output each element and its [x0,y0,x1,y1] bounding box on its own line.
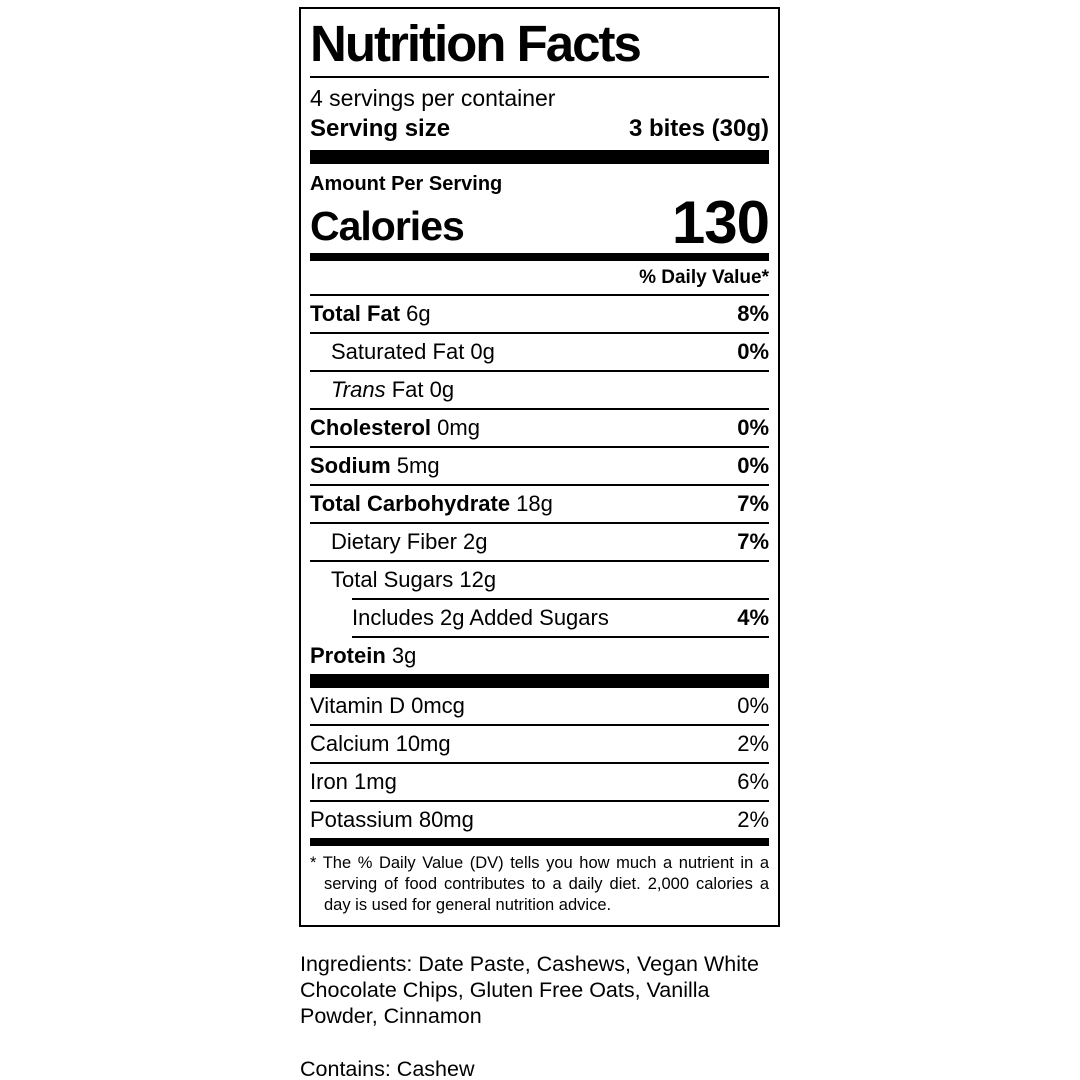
nutrient-name-amount: Iron 1mg [310,769,397,794]
serving-size-row: Serving size 3 bites (30g) [310,113,769,145]
nutrient-name-amount: Trans Fat 0g [331,377,455,402]
nutrient-name-amount: Includes 2g Added Sugars [352,605,609,630]
nutrient-name-amount: Total Sugars 12g [331,567,497,592]
nutrient-row: Total Sugars 12g [310,562,769,598]
divider [310,76,769,78]
footnote-marker: * [310,854,317,872]
nutrient-row: Calcium 10mg 2% [310,726,769,764]
nutrient-row: Sodium 5mg 0% [310,448,769,486]
nutrient-row: Total Carbohydrate 18g 7% [310,486,769,524]
daily-value-header: % Daily Value* [310,261,769,296]
thick-bar [310,674,769,688]
nutrient-name-amount: Potassium 80mg [310,807,474,832]
calories-row: Calories 130 [310,189,770,256]
nutrient-name-amount: Sodium 5mg [310,453,440,478]
micronutrient-rows: Vitamin D 0mcg 0% Calcium 10mg 2% Iron 1mg 6%… [310,688,769,838]
nutrient-row: Trans Fat 0g [310,372,769,410]
nutrient-rows: Total Fat 6g 8% Saturated Fat 0g 0% Trans Fa… [310,296,769,674]
medium-bar [310,253,769,261]
calories-value: 130 [671,189,770,256]
nutrient-daily-value: 7% [737,529,769,554]
nutrient-row: Total Fat 6g 8% [310,296,769,334]
calories-label: Calories [310,203,465,249]
nutrient-name-amount: Total Carbohydrate 18g [310,491,553,516]
below-label-text: Ingredients: Date Paste, Cashews, Vegan … [300,951,784,1080]
nutrient-name-amount: Dietary Fiber 2g [331,529,488,554]
nutrient-daily-value: 0% [737,415,769,440]
contains-text: Contains: Cashew [300,1057,475,1080]
nutrient-daily-value: 0% [737,339,769,364]
nutrient-daily-value: 7% [737,491,769,516]
thick-bar [310,150,769,164]
nutrient-daily-value: 8% [737,301,769,326]
servings-per-container: 4 servings per container [310,85,556,111]
serving-size-label: Serving size [310,115,451,142]
nutrient-row: Vitamin D 0mcg 0% [310,688,769,726]
amount-per-serving-label: Amount Per Serving [310,173,503,195]
nutrient-name-amount: Cholesterol 0mg [310,415,480,440]
nutrient-daily-value: 6% [737,769,769,794]
nutrient-row: Dietary Fiber 2g 7% [310,524,769,562]
nutrient-daily-value: 0% [737,453,769,478]
footnote-text: The % Daily Value (DV) tells you how muc… [322,854,769,914]
label-title: Nutrition Facts [310,15,642,72]
nutrient-row: Iron 1mg 6% [310,764,769,802]
nutrition-facts-label: Nutrition Facts 4 servings per container… [299,7,780,927]
nutrient-name-amount: Vitamin D 0mcg [310,693,465,718]
nutrient-daily-value: 2% [737,731,769,756]
nutrient-daily-value: 2% [737,807,769,832]
nutrient-daily-value: 0% [737,693,769,718]
nutrient-name-amount: Calcium 10mg [310,731,451,756]
nutrient-row: Cholesterol 0mg 0% [310,410,769,448]
nutrient-row: Potassium 80mg 2% [310,802,769,838]
nutrient-name-amount: Saturated Fat 0g [331,339,495,364]
nutrient-row: Includes 2g Added Sugars 4% [352,598,769,638]
daily-value-footnote: * The % Daily Value (DV) tells you how m… [310,853,769,916]
nutrient-row: Protein 3g [310,638,769,674]
nutrient-name-amount: Total Fat 6g [310,301,431,326]
serving-size-value: 3 bites (30g) [628,115,769,142]
nutrient-daily-value: 4% [737,605,769,630]
medium-bar [310,838,769,846]
nutrient-row: Saturated Fat 0g 0% [310,334,769,372]
nutrient-name-amount: Protein 3g [310,643,417,668]
ingredients-text: Ingredients: Date Paste, Cashews, Vegan … [300,952,759,1028]
